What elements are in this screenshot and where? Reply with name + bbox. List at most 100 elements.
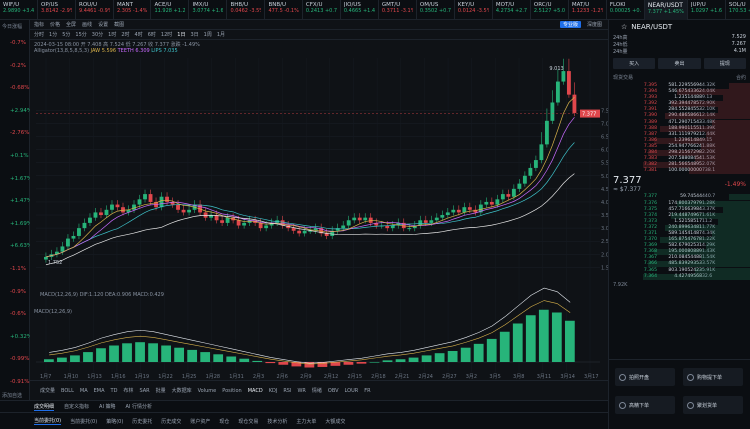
interval-button[interactable]: 12时 [160, 32, 173, 38]
asks-row[interactable]: 7.382 281.56654895 2.07K [609, 162, 750, 169]
asks-row[interactable]: 7.389 471.29071543 3.48K [609, 119, 750, 126]
asks-row[interactable]: 7.392 392.39447857 2.90K [609, 101, 750, 108]
order-tab[interactable]: 历史委托 [132, 418, 153, 425]
indicator-option[interactable]: LOUR [344, 387, 359, 394]
symbol-tab[interactable]: ORC/U2.5127 +5.0% [531, 0, 569, 20]
interval-button[interactable]: 30分 [91, 32, 104, 38]
interval-button[interactable]: 1分 [49, 32, 58, 38]
indicator-option[interactable]: 批量 [155, 388, 166, 394]
watchlist-change[interactable]: -0.2% [10, 62, 26, 69]
watchlist-change[interactable]: +2.94% [10, 107, 33, 114]
symbol-tab[interactable]: NEAR/USDT 7.377 +1.45% [644, 0, 688, 20]
watchlist-change[interactable]: -0.99% [10, 356, 30, 363]
asks-row[interactable]: 7.395 581.22955694 4.32K [609, 83, 750, 89]
quick-action-button[interactable]: 高精下单 [615, 396, 675, 414]
quick-action-button[interactable]: 购物提下单 [683, 368, 743, 386]
panel-action-button[interactable]: 提现 [703, 58, 746, 69]
bids-row[interactable]: 7.372 240.89963481 1.77K [609, 224, 750, 231]
bids-row[interactable]: 7.375 457.71663984 3.37K [609, 206, 750, 213]
watchlist-change[interactable]: +1.67% [10, 175, 33, 182]
interval-button[interactable]: 4时 [134, 32, 143, 38]
watchlist-change[interactable]: -2.76% [10, 130, 30, 137]
chart-area[interactable]: 指标 价格 全屏 画线 设置 截图 专业版 深度图 分时 1分 5分 15分 30分 1时 2时 4时 6时 1… [30, 20, 608, 400]
interval-button[interactable]: 6时 [147, 32, 156, 38]
order-tab[interactable]: 历史成交 [161, 418, 182, 425]
symbol-tab[interactable]: WIF/U2.9890 +3.4% [0, 0, 38, 20]
panel-action-button[interactable]: 买入 [613, 58, 656, 69]
panel-tab[interactable]: 成交明细 [34, 403, 55, 411]
symbol-tab[interactable]: JUP/U1.0297 +1.6% [688, 0, 726, 20]
symbol-tab[interactable]: ROU/U9.4461 -0.9% [76, 0, 114, 20]
indicator-option[interactable]: 布林 [123, 388, 134, 394]
asks-row[interactable]: 7.386 1.23961484 9.15 [609, 137, 750, 144]
indicator-option[interactable]: TD [110, 387, 118, 394]
bids-row[interactable]: 7.365 803.19052423 5.91K [609, 267, 750, 274]
panel-tab[interactable]: 自定义指标 [64, 404, 90, 410]
bids-row[interactable]: 7.364 4.42749568 32.6 [609, 273, 750, 280]
indicator-option[interactable]: MA [79, 387, 88, 394]
indicator-option[interactable]: WR [297, 387, 306, 394]
symbol-tab[interactable]: MOT/U4.2734 +2.7% [493, 0, 531, 20]
symbol-tab[interactable]: KEY/U0.0124 -3.5% [455, 0, 493, 20]
bids-row[interactable]: 7.368 195.00080889 1.43K [609, 249, 750, 256]
bids-row[interactable]: 7.367 210.08454488 1.54K [609, 255, 750, 262]
quick-action-button[interactable]: 聚划货单 [683, 396, 743, 414]
symbol-tab[interactable]: ACE/U11.928 +1.2% [151, 0, 190, 20]
indicator-option[interactable]: Volume [197, 387, 217, 394]
interval-button[interactable]: 1日 [177, 32, 186, 38]
depth-view-button[interactable]: 深度图 [586, 22, 602, 28]
panel-tab[interactable]: AI 行情分析 [125, 404, 153, 410]
quick-action-button[interactable]: 拍照开盘 [615, 368, 675, 386]
interval-button[interactable]: 分时 [34, 32, 45, 38]
bids-row[interactable]: 7.374 219.44874967 1.61K [609, 212, 750, 219]
asks-row[interactable]: 7.387 331.11197921 2.44K [609, 131, 750, 138]
watchlist-change[interactable]: -0.9% [10, 288, 26, 295]
order-tab[interactable]: 技术分析 [267, 418, 288, 425]
chart-tool-button[interactable]: 指标 [34, 22, 45, 28]
order-tab[interactable]: 当前委托(0) [70, 418, 98, 425]
indicator-option[interactable]: 大数据库 [171, 388, 192, 394]
asks-row[interactable]: 7.383 207.58808454 1.53K [609, 156, 750, 163]
indicator-option[interactable]: BOLL [61, 387, 74, 394]
interval-button[interactable]: 1时 [108, 32, 117, 38]
symbol-tab[interactable]: MAT/U1.1233 -1.2% [569, 0, 607, 20]
symbol-tab[interactable]: GMT/U0.3711 -3.1% [379, 0, 417, 20]
bids-row[interactable]: 7.371 589.14541487 4.34K [609, 230, 750, 237]
watchlist-change[interactable]: +1.69% [10, 220, 33, 227]
interval-button[interactable]: 5分 [62, 32, 71, 38]
candlestick-chart[interactable]: 7.500 7.000 6.500 6.000 5.500 5.000 4.500 4.000… [30, 40, 608, 380]
asks-row[interactable]: 7.390 290.48658661 2.14K [609, 113, 750, 120]
asks-row[interactable]: 7.388 188.99011551 1.39K [609, 125, 750, 132]
watchlist-change[interactable]: -0.7% [10, 40, 26, 46]
watchlist-change[interactable]: -1.1% [10, 265, 26, 272]
order-tab[interactable]: 当前委托(0) [34, 418, 62, 425]
order-tab[interactable]: 现仓交易 [238, 418, 259, 425]
bids-row[interactable]: 7.369 582.67902531 4.29K [609, 243, 750, 250]
symbol-tab[interactable]: BNB/U 477.5 -0.1% [265, 0, 303, 20]
futures-section-label[interactable]: 合约 [735, 75, 746, 81]
chart-tool-button[interactable]: 全屏 [66, 22, 77, 28]
indicator-option[interactable]: Position [222, 387, 242, 394]
indicator-option[interactable]: SAR [139, 387, 150, 394]
indicator-option[interactable]: 情绪 [311, 388, 322, 394]
indicator-option[interactable]: MACD [247, 387, 263, 394]
asks-row[interactable]: 7.393 1.23514488 9.13 [609, 95, 750, 102]
symbol-tab[interactable]: CFX/U0.2413 +0.7% [303, 0, 341, 20]
watchlist-change[interactable]: -0.6% [10, 311, 26, 318]
interval-button[interactable]: 2时 [121, 32, 130, 38]
chart-tool-button[interactable]: 价格 [50, 22, 61, 28]
asks-row[interactable]: 7.381 100.00000000 738.1 [609, 168, 750, 175]
symbol-tab[interactable]: OM/US0.3502 +0.7% [417, 0, 455, 20]
symbol-tab[interactable]: JIO/US0.4665 +1.4% [341, 0, 379, 20]
order-tab[interactable]: 主力大单 [296, 418, 317, 425]
bids-row[interactable]: 7.370 165.87547678 1.22K [609, 237, 750, 244]
chart-tool-button[interactable]: 截图 [114, 22, 125, 28]
indicator-option[interactable]: FR [364, 387, 371, 394]
order-tab[interactable]: 账户资产 [190, 418, 211, 425]
symbol-tab[interactable]: MANT 2.305 -1.4% [114, 0, 152, 20]
symbol-tab[interactable]: BHB/U0.0462 -3.5% [227, 0, 266, 20]
chart-tool-button[interactable]: 设置 [98, 22, 109, 28]
interval-button[interactable]: 3日 [190, 32, 199, 38]
interval-button[interactable]: 1周 [203, 32, 212, 38]
